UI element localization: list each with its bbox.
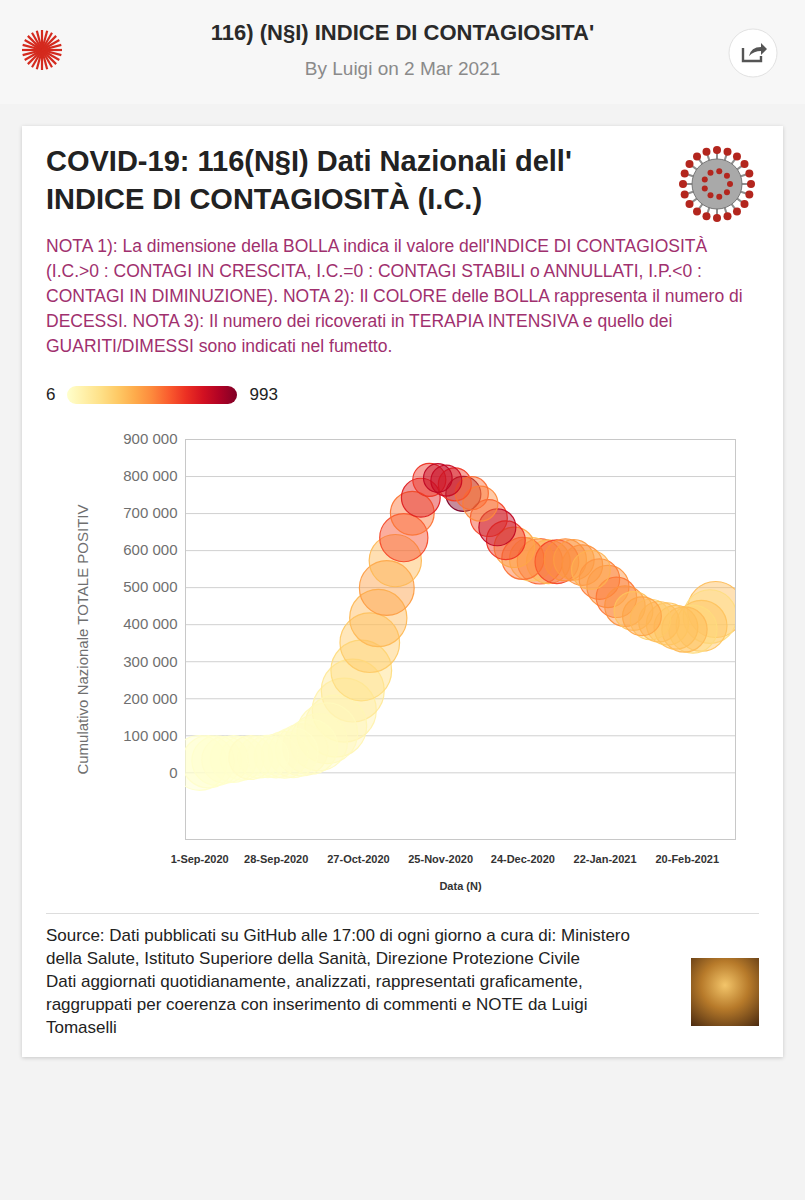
svg-text:300 000: 300 000 <box>123 653 177 670</box>
svg-text:200 000: 200 000 <box>123 690 177 707</box>
svg-text:27-Oct-2020: 27-Oct-2020 <box>327 853 389 865</box>
svg-text:800 000: 800 000 <box>123 467 177 484</box>
svg-text:24-Dec-2020: 24-Dec-2020 <box>491 853 555 865</box>
html-text:Source: Dati pubblicati su Git: Source: Dati pubblicati su GitHub alle 1… <box>46 926 630 968</box>
svg-text:700 000: 700 000 <box>123 504 177 521</box>
svg-text:25-Nov-2020: 25-Nov-2020 <box>408 853 473 865</box>
svg-text:28-Sep-2020: 28-Sep-2020 <box>244 853 308 865</box>
html-text:COVID-19: 116(N§I) Dati Nazion: COVID-19: 116(N§I) Dati Nazionali dell' … <box>46 145 572 215</box>
html-text:116) (N§I) INDICE DI CONTAGIOS: 116) (N§I) INDICE DI CONTAGIOSITA' <box>210 20 595 45</box>
html-text:NOTA 1): La dimensione della B: NOTA 1): La dimensione della BOLLA indic… <box>46 236 743 356</box>
svg-text:20-Feb-2021: 20-Feb-2021 <box>656 853 720 865</box>
svg-text:100 000: 100 000 <box>123 727 177 744</box>
svg-text:Data (N): Data (N) <box>439 880 482 892</box>
svg-text:22-Jan-2021: 22-Jan-2021 <box>574 853 637 865</box>
html-text:By Luigi on 2 Mar 2021: By Luigi on 2 Mar 2021 <box>304 58 501 79</box>
svg-text:1-Sep-2020: 1-Sep-2020 <box>171 853 229 865</box>
html-text:6: 6 <box>46 385 56 404</box>
html-text:993: 993 <box>249 385 278 404</box>
svg-text:400 000: 400 000 <box>123 615 177 632</box>
html-text:Dati aggiornati quotidianament: Dati aggiornati quotidianamente, analizz… <box>46 972 588 1037</box>
svg-text:Cumulativo Nazionale TOTALE PO: Cumulativo Nazionale TOTALE POSITIV <box>74 504 91 774</box>
svg-text:0: 0 <box>169 764 177 781</box>
svg-text:900 000: 900 000 <box>123 430 177 447</box>
svg-text:600 000: 600 000 <box>123 541 177 558</box>
svg-text:500 000: 500 000 <box>123 578 177 595</box>
